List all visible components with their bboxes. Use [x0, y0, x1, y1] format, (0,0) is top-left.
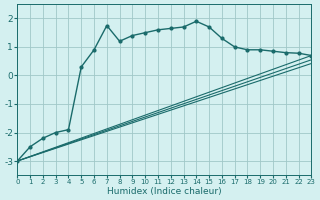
X-axis label: Humidex (Indice chaleur): Humidex (Indice chaleur) — [107, 187, 222, 196]
